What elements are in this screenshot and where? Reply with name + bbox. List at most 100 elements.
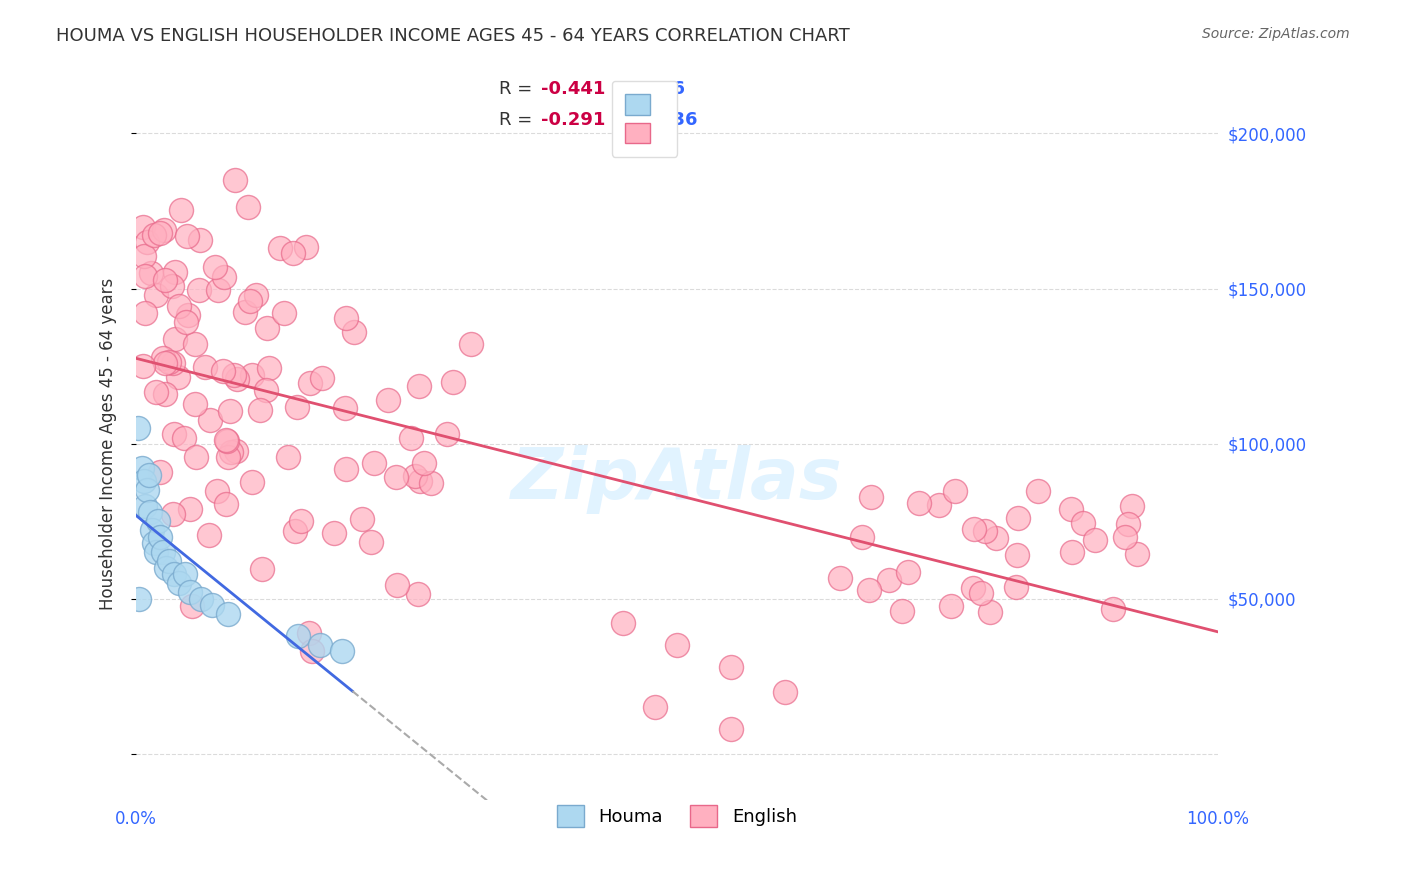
Point [224,368,246,383]
Point [277,450,299,464]
Point [249,403,271,417]
Point [404,468,426,483]
Point [257,360,280,375]
Point [146,514,169,528]
Point [256,321,278,335]
Point [128,591,150,606]
Text: R =: R = [499,111,538,128]
Point [969,586,991,600]
Point [1084,533,1107,548]
Point [165,264,187,278]
Point [335,311,357,326]
Point [962,581,984,595]
Text: HOUMA VS ENGLISH HOUSEHOLDER INCOME AGES 45 - 64 YEARS CORRELATION CHART: HOUMA VS ENGLISH HOUSEHOLDER INCOME AGES… [56,27,851,45]
Point [333,401,356,416]
Point [979,605,1001,619]
Point [1028,483,1050,498]
Point [224,173,246,187]
Point [385,470,408,484]
Point [413,456,436,470]
Point [860,490,883,504]
Point [135,235,157,249]
Point [419,475,441,490]
Point [197,528,219,542]
Point [217,434,239,448]
Point [460,337,482,351]
Point [157,354,180,368]
Point [928,498,950,512]
Point [301,644,323,658]
Point [720,660,742,674]
Point [145,545,167,559]
Point [163,566,186,581]
Point [162,279,184,293]
Point [211,363,233,377]
Point [134,499,156,513]
Point [155,386,177,401]
Text: 136: 136 [661,111,699,128]
Point [720,722,742,736]
Point [173,431,195,445]
Point [298,376,321,391]
Point [644,700,666,714]
Point [190,233,212,247]
Point [245,287,267,301]
Point [215,433,238,447]
Point [132,474,155,488]
Point [186,450,208,464]
Point [283,246,305,260]
Point [399,431,422,445]
Point [890,604,912,618]
Point [239,293,262,308]
Point [152,351,174,365]
Point [145,385,167,400]
Point [408,379,430,393]
Point [193,359,215,374]
Point [285,400,308,414]
Point [173,566,195,581]
Point [311,371,333,385]
Point [219,403,242,417]
Point [665,638,688,652]
Point [363,456,385,470]
Point [1007,511,1029,525]
Point [225,444,247,458]
Point [135,483,157,497]
Point [974,524,997,539]
Point [1005,548,1028,562]
Point [254,383,277,397]
Point [207,284,229,298]
Point [127,421,149,435]
Point [134,306,156,320]
Point [858,582,880,597]
Point [1071,516,1094,531]
Point [212,270,235,285]
Point [377,392,399,407]
Point [170,203,193,218]
Point [167,369,190,384]
Point [153,356,176,370]
Point [408,587,430,601]
Point [323,526,346,541]
Point [335,462,357,476]
Point [143,228,166,243]
Point [157,554,180,568]
Point [204,260,226,274]
Point [236,200,259,214]
Point [309,638,332,652]
Point [342,325,364,339]
Point [179,585,201,599]
Point [226,372,249,386]
Point [409,474,432,488]
Point [162,508,184,522]
Point [436,427,458,442]
Text: -0.441: -0.441 [541,79,606,97]
Point [149,226,172,240]
Point [287,629,309,643]
Point [219,445,242,459]
Point [132,249,155,263]
Point [612,616,634,631]
Point [298,625,321,640]
Point [773,684,796,698]
Y-axis label: Householder Income Ages 45 - 64 years: Householder Income Ages 45 - 64 years [100,277,117,610]
